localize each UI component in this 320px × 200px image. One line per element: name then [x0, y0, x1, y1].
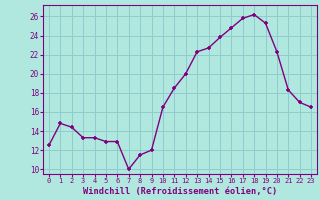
X-axis label: Windchill (Refroidissement éolien,°C): Windchill (Refroidissement éolien,°C) [83, 187, 277, 196]
